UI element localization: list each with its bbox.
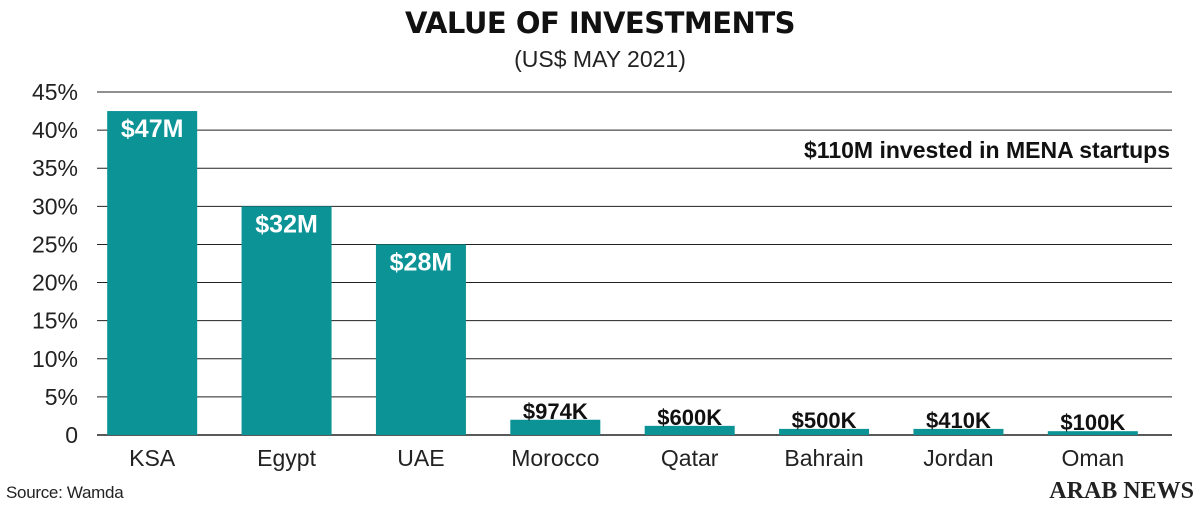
y-tick-label: 35% (32, 155, 78, 181)
y-tick-label: 10% (32, 346, 78, 372)
source-note: Source: Wamda (6, 483, 124, 502)
y-tick-label: 15% (32, 308, 78, 334)
chart-subtitle: (US$ MAY 2021) (514, 46, 686, 72)
bar-data-label: $410K (926, 408, 991, 433)
bar-chart: 0 5% 10% 15% 20% 25% 30% 35% 40% 45% $47M $32M $28M… (32, 79, 1172, 471)
x-category-label: Jordan (923, 445, 993, 471)
bar-data-label: $974K (523, 399, 588, 424)
x-category-label: Bahrain (784, 445, 863, 471)
chart-annotation: $110M invested in MENA startups (804, 137, 1170, 163)
x-category-label: Morocco (511, 445, 599, 471)
y-tick-label: 25% (32, 231, 78, 257)
bar-data-label: $28M (390, 248, 453, 276)
x-category-label: Egypt (257, 445, 316, 471)
y-tick-label: 30% (32, 193, 78, 219)
bar (644, 425, 735, 435)
bar (779, 428, 870, 435)
bar-data-label: $600K (657, 405, 722, 430)
y-tick-label: 0 (65, 422, 78, 448)
x-category-label: Qatar (661, 445, 719, 471)
x-axis-category-labels: KSA Egypt UAE Morocco Qatar Bahrain Jordan Oman (129, 445, 1124, 471)
bar (107, 111, 198, 436)
bar (913, 428, 1004, 435)
x-category-label: UAE (397, 445, 444, 471)
bar (375, 244, 466, 435)
chart-title: VALUE OF INVESTMENTS (405, 6, 795, 40)
bar (1047, 431, 1138, 435)
y-axis-tick-labels: 0 5% 10% 15% 20% 25% 30% 35% 40% 45% (32, 79, 78, 448)
y-tick-label: 45% (32, 79, 78, 105)
bar-data-label: $500K (792, 408, 857, 433)
bar (510, 419, 601, 435)
bar-data-labels: $47M $32M $28M $974K $600K $500K $410K $100K (121, 115, 1125, 435)
x-category-label: KSA (129, 445, 176, 471)
y-tick-label: 20% (32, 270, 78, 296)
bar-data-label: $100K (1060, 410, 1125, 435)
y-tick-label: 5% (45, 384, 78, 410)
bar-data-label: $47M (121, 115, 184, 143)
y-tick-label: 40% (32, 117, 78, 143)
bar (241, 206, 332, 435)
brand-logo: ARAB NEWS (1049, 478, 1194, 504)
bars (107, 111, 1138, 436)
bar-data-label: $32M (255, 210, 318, 238)
x-category-label: Oman (1061, 445, 1124, 471)
